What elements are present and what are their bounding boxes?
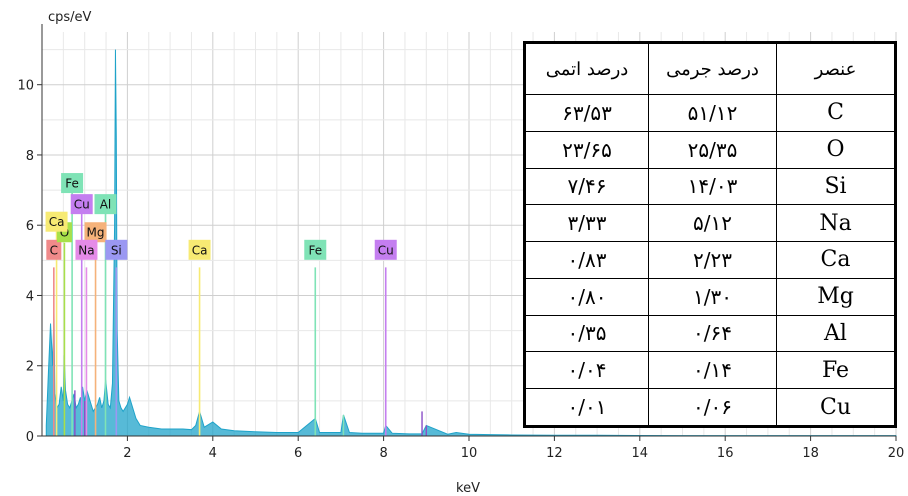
element-label-text: Fe <box>308 243 322 257</box>
element-label-ca: Ca <box>188 239 211 260</box>
atomic-percent-cell: ۶۳/۵۳ <box>524 94 649 132</box>
x-tick-label: 12 <box>546 446 563 461</box>
y-tick-label: 6 <box>26 219 34 234</box>
element-label-text: Ca <box>49 215 65 229</box>
element-cell: C <box>776 94 896 132</box>
y-tick-label: 0 <box>26 430 34 445</box>
mass-percent-cell: ۲/۲۳ <box>648 241 777 279</box>
element-label-box <box>45 211 68 232</box>
element-cell: Cu <box>776 388 896 427</box>
y-tick-label: 10 <box>17 79 34 94</box>
table-row: ۰/۳۵ ۰/۶۴ Al <box>524 314 896 353</box>
table-row: ۰/۰۱ ۰/۰۶ Cu <box>524 388 896 427</box>
atomic-percent-cell: ۰/۰۴ <box>524 351 649 390</box>
element-label-box <box>46 239 62 260</box>
y-tick-label: 2 <box>26 360 34 375</box>
atomic-percent-cell: ۰/۰۱ <box>524 388 649 427</box>
x-tick-label: 8 <box>379 446 387 461</box>
mass-percent-cell: ۵/۱۲ <box>648 204 777 243</box>
y-tick-label: 8 <box>26 149 34 164</box>
element-label-box <box>84 222 107 243</box>
element-cell: Na <box>776 204 896 243</box>
element-label-text: O <box>60 226 69 240</box>
chart-axes: 2 4 6 8 10 12 14 16 18 20 0 2 4 6 8 10 <box>17 24 904 461</box>
atomic-percent-cell: ۰/۸۰ <box>524 277 649 316</box>
element-label-al: Al <box>94 194 117 215</box>
element-label-na: Na <box>75 239 98 260</box>
element-label-text: C <box>50 243 58 257</box>
element-label-text: Mg <box>87 226 105 240</box>
composition-table: درصد اتمی درصد جرمی عنصر ۶۳/۵۳ ۵۱/۱۲ C ۲۳/۶… <box>523 41 897 428</box>
x-tick-label: 4 <box>209 446 217 461</box>
x-tick-label: 20 <box>888 446 905 461</box>
table-row: ۶۳/۵۳ ۵۱/۱۲ C <box>524 94 896 132</box>
element-label-box <box>304 239 327 260</box>
element-label-box <box>75 239 98 260</box>
element-cell: Al <box>776 314 896 353</box>
element-cell: O <box>776 130 896 169</box>
element-label-box <box>61 173 84 194</box>
table-row: ۲۳/۶۵ ۲۵/۳۵ O <box>524 130 896 169</box>
x-tick-label: 2 <box>123 446 131 461</box>
element-label-cu: Cu <box>70 194 93 215</box>
table-row: ۰/۸۰ ۱/۳۰ Mg <box>524 277 896 316</box>
spectrum-trace <box>45 49 897 437</box>
element-cell: Ca <box>776 241 896 279</box>
spectrum-layer <box>45 49 897 437</box>
table-row: ۰/۰۴ ۰/۱۴ Fe <box>524 351 896 390</box>
element-label-box <box>105 239 128 260</box>
element-label-text: Fe <box>65 177 79 191</box>
atomic-percent-cell: ۷/۴۶ <box>524 167 649 206</box>
mass-percent-cell: ۰/۱۴ <box>648 351 777 390</box>
table-row: ۷/۴۶ ۱۴/۰۳ Si <box>524 167 896 206</box>
element-cell: Mg <box>776 277 896 316</box>
element-label-mg: Mg <box>84 222 107 243</box>
element-label-text: Cu <box>378 243 394 257</box>
x-tick-label: 18 <box>802 446 819 461</box>
atomic-percent-cell: ۰/۳۵ <box>524 314 649 353</box>
element-label-box <box>374 239 397 260</box>
mass-percent-cell: ۱/۳۰ <box>648 277 777 316</box>
mass-percent-cell: ۲۵/۳۵ <box>648 130 777 169</box>
element-lines-layer <box>53 183 427 436</box>
table-header-row: درصد اتمی درصد جرمی عنصر <box>524 42 896 95</box>
table-row: ۰/۸۳ ۲/۲۳ Ca <box>524 241 896 279</box>
element-label-text: Si <box>111 243 122 257</box>
element-label-cu: Cu <box>374 239 397 260</box>
table-body: ۶۳/۵۳ ۵۱/۱۲ C ۲۳/۶۵ ۲۵/۳۵ O ۷/۴۶ ۱۴/۰۳ Si ۳/۳۳ ۵/۱… <box>524 94 896 427</box>
x-tick-label: 16 <box>717 446 734 461</box>
y-axis-label: cps/eV <box>48 10 92 25</box>
element-label-text: Ca <box>192 243 208 257</box>
mass-percent-cell: ۵۱/۱۲ <box>648 94 777 132</box>
atomic-percent-cell: ۰/۸۳ <box>524 241 649 279</box>
x-tick-label: 6 <box>294 446 302 461</box>
y-tick-label: 4 <box>26 289 34 304</box>
x-tick-label: 10 <box>461 446 478 461</box>
mass-percent-cell: ۰/۶۴ <box>648 314 777 353</box>
element-label-text: Al <box>100 198 112 212</box>
header-atomic-percent: درصد اتمی <box>524 42 649 95</box>
mass-percent-cell: ۰/۰۶ <box>648 388 777 427</box>
element-label-box <box>70 194 93 215</box>
element-cell: Si <box>776 167 896 206</box>
x-tick-label: 14 <box>632 446 649 461</box>
atomic-percent-cell: ۲۳/۶۵ <box>524 130 649 169</box>
header-element: عنصر <box>776 42 896 95</box>
atomic-percent-cell: ۳/۳۳ <box>524 204 649 243</box>
mass-percent-cell: ۱۴/۰۳ <box>648 167 777 206</box>
element-label-box <box>188 239 211 260</box>
element-label-fe: Fe <box>304 239 327 260</box>
table-row: ۳/۳۳ ۵/۱۲ Na <box>524 204 896 243</box>
element-label-text: Cu <box>74 198 90 212</box>
x-axis-label: keV <box>456 481 480 496</box>
element-label-box <box>94 194 117 215</box>
element-cell: Fe <box>776 351 896 390</box>
element-label-ca: Ca <box>45 211 68 232</box>
header-mass-percent: درصد جرمی <box>648 42 777 95</box>
element-label-text: Na <box>78 243 94 257</box>
element-label-c: C <box>46 239 62 260</box>
element-label-fe: Fe <box>61 173 84 194</box>
element-label-si: Si <box>105 239 128 260</box>
